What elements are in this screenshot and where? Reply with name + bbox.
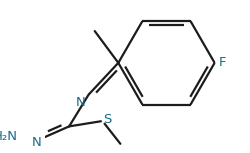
Text: N: N [76,96,86,109]
Text: S: S [103,113,111,126]
Text: N: N [31,136,41,149]
Text: F: F [219,56,227,69]
Text: H₂N: H₂N [0,130,17,143]
